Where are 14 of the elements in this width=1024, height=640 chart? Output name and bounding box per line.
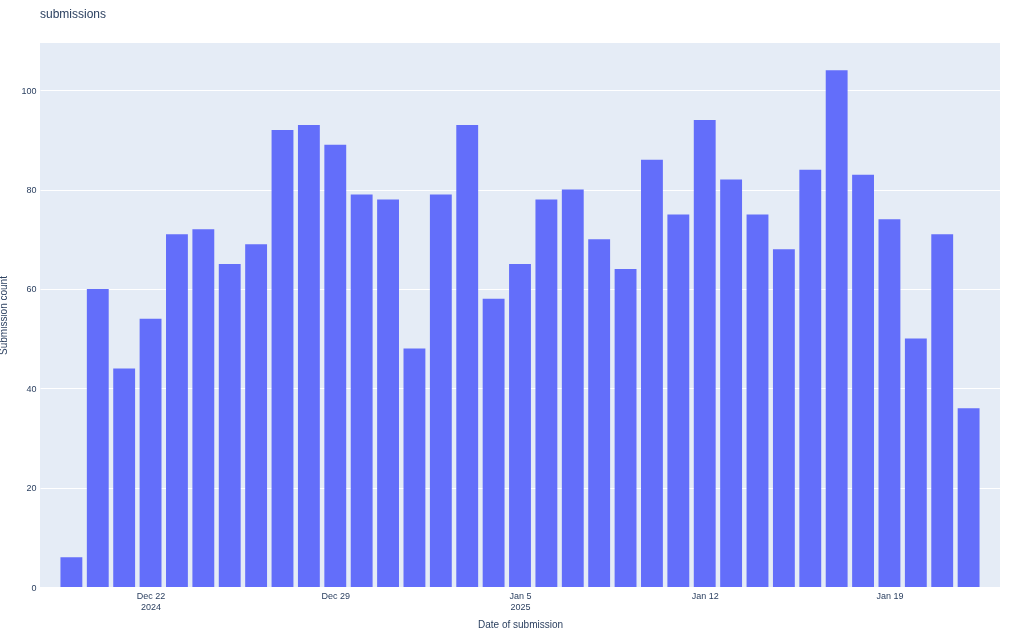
x-tick-label: Jan 5 2025 [509,590,532,612]
x-tick-label: Dec 22 2024 [136,590,166,612]
y-tick-label: 60 [26,284,37,295]
x-axis-title: Date of submission [477,618,564,630]
x-tick-label: Jan 12 [691,590,719,601]
y-tick-label: 40 [26,383,37,394]
y-tick-label: 0 [31,582,37,593]
y-tick-label: 100 [21,85,37,96]
y-tick-label: 20 [26,483,37,494]
x-tick-label: Jan 19 [876,590,904,601]
y-axis-title: Submission count [0,275,10,355]
chart-title: submissions [40,7,107,21]
y-tick-label: 80 [26,185,37,196]
x-tick-label: Dec 29 [321,590,351,601]
